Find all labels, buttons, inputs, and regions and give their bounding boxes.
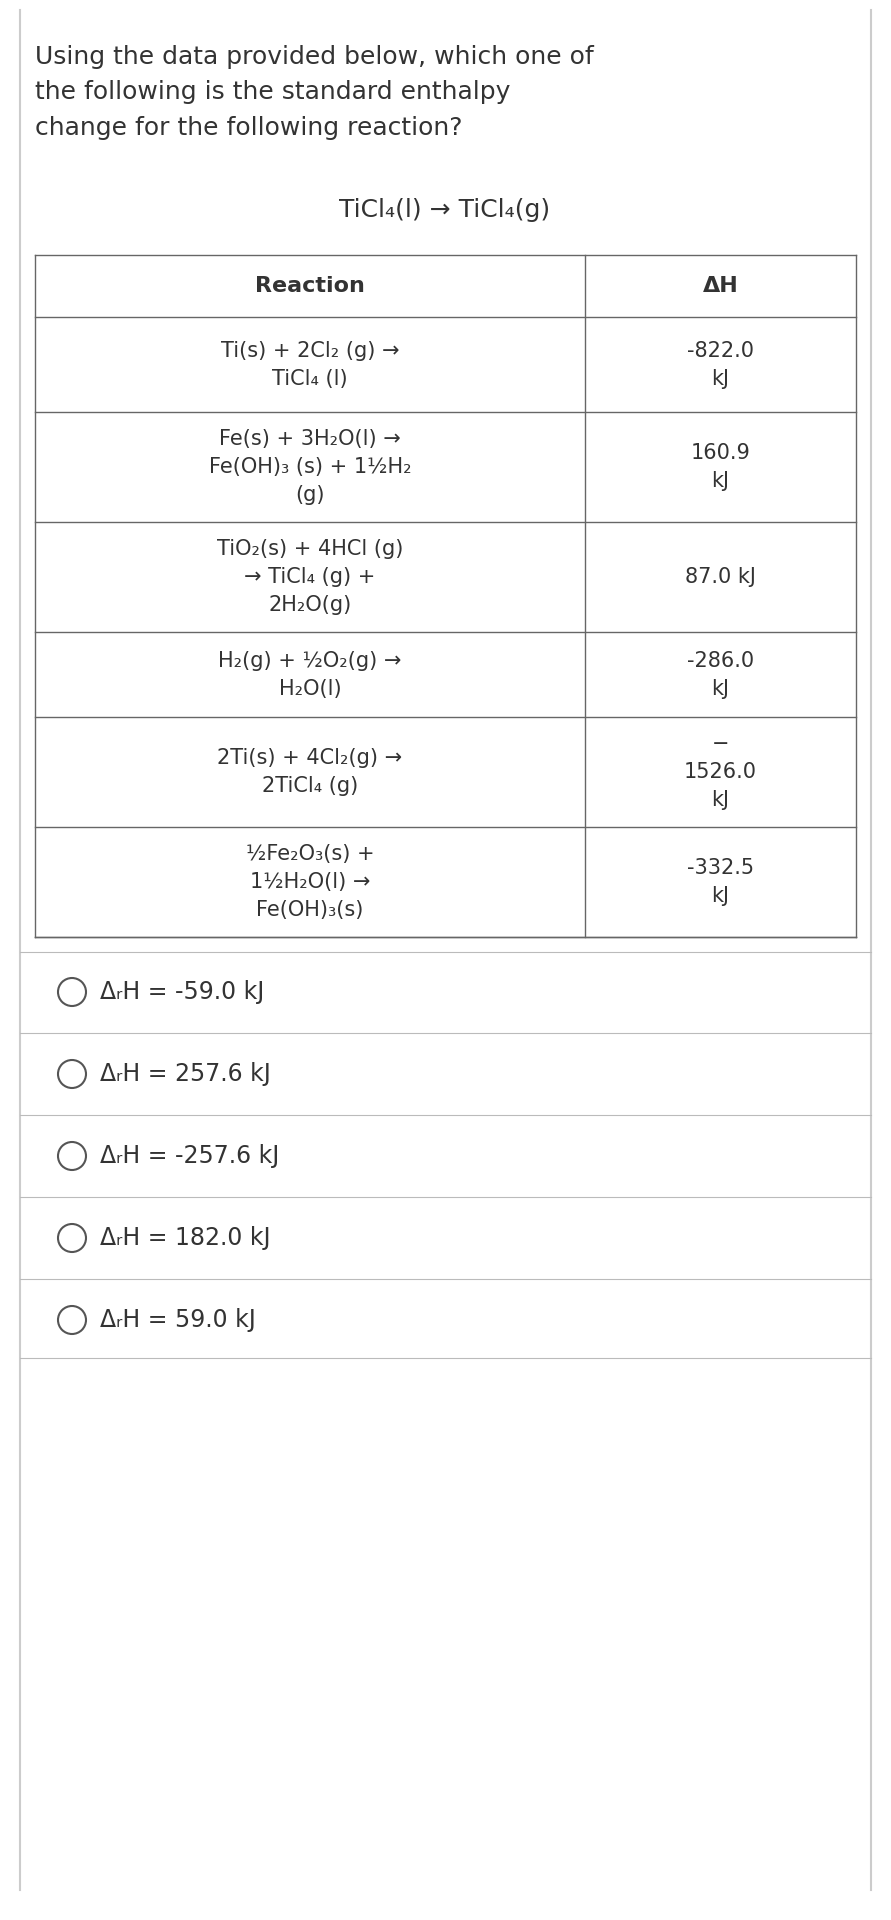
Text: ΔᵣH = 257.6 kJ: ΔᵣH = 257.6 kJ	[100, 1062, 271, 1087]
Text: -286.0
kJ: -286.0 kJ	[687, 651, 754, 699]
Text: ΔᵣH = -59.0 kJ: ΔᵣH = -59.0 kJ	[100, 979, 265, 1004]
Text: -332.5
kJ: -332.5 kJ	[687, 858, 754, 906]
Text: TiCl₄(l) → TiCl₄(g): TiCl₄(l) → TiCl₄(g)	[339, 198, 551, 223]
Text: Fe(s) + 3H₂O(l) →
Fe(OH)₃ (s) + 1½H₂
(g): Fe(s) + 3H₂O(l) → Fe(OH)₃ (s) + 1½H₂ (g)	[208, 428, 412, 505]
Text: 87.0 kJ: 87.0 kJ	[685, 566, 756, 588]
Text: Ti(s) + 2Cl₂ (g) →
TiCl₄ (l): Ti(s) + 2Cl₂ (g) → TiCl₄ (l)	[221, 340, 399, 388]
Text: 2Ti(s) + 4Cl₂(g) →
2TiCl₄ (g): 2Ti(s) + 4Cl₂(g) → 2TiCl₄ (g)	[217, 749, 403, 797]
Text: ΔᵣH = 59.0 kJ: ΔᵣH = 59.0 kJ	[100, 1308, 256, 1332]
Text: H₂(g) + ½O₂(g) →
H₂O(l): H₂(g) + ½O₂(g) → H₂O(l)	[218, 651, 402, 699]
Text: -822.0
kJ: -822.0 kJ	[687, 340, 754, 388]
Circle shape	[58, 977, 86, 1006]
Text: ΔᵣH = -257.6 kJ: ΔᵣH = -257.6 kJ	[100, 1144, 280, 1167]
Text: −
1526.0
kJ: − 1526.0 kJ	[684, 733, 757, 810]
Circle shape	[58, 1142, 86, 1169]
Circle shape	[58, 1225, 86, 1252]
Text: Using the data provided below, which one of
the following is the standard enthal: Using the data provided below, which one…	[35, 44, 593, 140]
Text: ½Fe₂O₃(s) +
1½H₂O(l) →
Fe(OH)₃(s): ½Fe₂O₃(s) + 1½H₂O(l) → Fe(OH)₃(s)	[246, 845, 374, 920]
Text: Reaction: Reaction	[255, 276, 365, 296]
Text: 160.9
kJ: 160.9 kJ	[691, 444, 750, 492]
Text: ΔᵣH = 182.0 kJ: ΔᵣH = 182.0 kJ	[100, 1227, 271, 1250]
Circle shape	[58, 1060, 86, 1089]
Text: TiO₂(s) + 4HCl (g)
→ TiCl₄ (g) +
2H₂O(g): TiO₂(s) + 4HCl (g) → TiCl₄ (g) + 2H₂O(g)	[217, 540, 404, 614]
Circle shape	[58, 1306, 86, 1334]
Text: ΔH: ΔH	[703, 276, 739, 296]
